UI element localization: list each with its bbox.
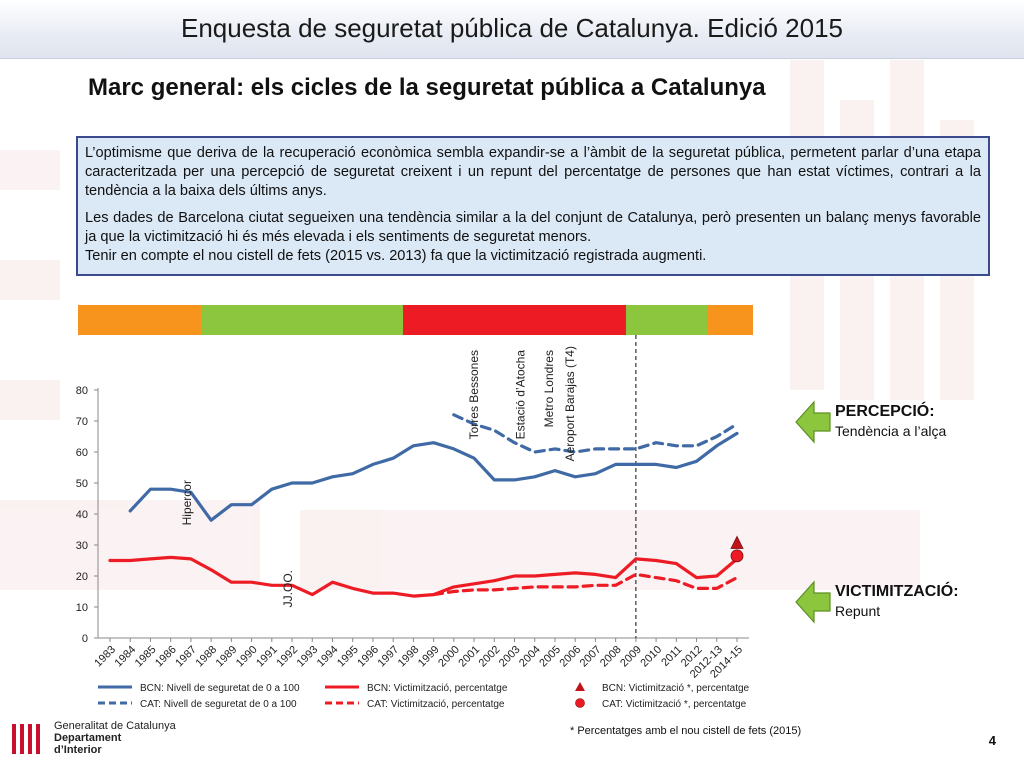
x-tick-label: 2010	[638, 644, 664, 670]
x-tick-label: 2004	[517, 644, 543, 670]
legend-label: BCN: Victimització *, percentatge	[602, 683, 750, 694]
slide-subtitle: Marc general: els cicles de la seguretat…	[88, 74, 766, 101]
callout-arrow-icon	[795, 400, 831, 444]
x-tick-label: 1985	[133, 644, 159, 670]
x-tick-label: 2007	[578, 644, 604, 670]
callout-subtitle: Tendència a l’alça	[835, 423, 947, 439]
x-tick-label: 1997	[375, 644, 401, 670]
x-tick-label: 1989	[214, 644, 240, 670]
phase-segment	[78, 305, 202, 335]
page-number: 4	[988, 733, 996, 748]
summary-paragraph-2: Les dades de Barcelona ciutat segueixen …	[85, 210, 981, 245]
x-tick-label: 1998	[396, 644, 422, 670]
x-tick-label: 1986	[153, 644, 179, 670]
y-tick-label: 0	[82, 633, 88, 645]
x-tick-label: 1984	[113, 644, 139, 670]
legend-label: CAT: Nivell de seguretat de 0 a 100	[140, 699, 297, 710]
x-tick-label: 1992	[274, 644, 300, 670]
x-tick-label: 2001	[456, 644, 482, 670]
event-annotation: Estació d’Atocha	[514, 350, 528, 440]
x-tick-label: 1991	[254, 644, 280, 670]
slide-title: Enquesta de seguretat pública de Catalun…	[180, 13, 844, 43]
phase-segment	[706, 305, 753, 335]
logo-line-2: Departament	[54, 732, 122, 744]
x-tick-label: 2011	[659, 644, 684, 669]
phase-segment	[403, 305, 626, 335]
event-annotation: Aeroport Barajas (T4)	[563, 346, 577, 461]
series-line-1	[128, 431, 739, 522]
x-tick-label: 2009	[618, 644, 644, 670]
y-tick-label: 60	[76, 447, 88, 459]
callout-title: PERCEPCIÓ:	[835, 401, 935, 420]
summary-paragraph-1: L’optimisme que deriva de la recuperació…	[85, 145, 981, 199]
x-tick-label: 1999	[416, 644, 442, 670]
x-tick-label: 2002	[477, 644, 503, 670]
legend-swatch-circle	[575, 698, 585, 708]
security-chart: 0102030405060708019831984198519861987198…	[76, 335, 959, 710]
legend-label: CAT: Victimització *, percentatge	[602, 699, 747, 710]
phase-segment	[625, 305, 707, 335]
y-tick-label: 70	[76, 416, 88, 428]
senyera-icon	[10, 722, 50, 756]
series-line-3	[108, 555, 739, 598]
x-tick-label: 2000	[436, 644, 462, 670]
y-tick-label: 40	[76, 509, 88, 521]
y-tick-label: 50	[76, 478, 88, 490]
legend-label: BCN: Victimització, percentatge	[367, 683, 508, 694]
event-annotation: Metro Londres	[542, 350, 556, 427]
phase-segment	[201, 305, 404, 335]
x-tick-label: 1993	[295, 644, 321, 670]
event-annotation: Hipercor	[180, 480, 194, 525]
x-tick-label: 2005	[537, 644, 563, 670]
event-annotation: Torres Bessones	[467, 350, 481, 439]
x-tick-label: 2006	[558, 644, 584, 670]
callout-subtitle: Repunt	[835, 603, 880, 619]
x-tick-label: 1990	[234, 644, 260, 670]
special-point-triangle	[730, 535, 744, 549]
callout-arrow-icon	[795, 580, 831, 624]
x-tick-label: 1996	[355, 644, 381, 670]
x-tick-label: 2008	[598, 644, 624, 670]
legend-label: CAT: Victimització, percentatge	[367, 699, 505, 710]
x-tick-label: 1994	[315, 644, 341, 670]
logo-line-1: Generalitat de Catalunya	[54, 720, 176, 732]
y-tick-label: 80	[76, 385, 88, 397]
footnote: * Percentatges amb el nou cistell de fet…	[570, 725, 802, 737]
x-tick-label: 1983	[92, 644, 118, 670]
x-tick-label: 1995	[335, 644, 361, 670]
slide-header: Enquesta de seguretat pública de Catalun…	[0, 0, 1024, 59]
event-annotation: JJ.OO.	[281, 570, 295, 607]
x-tick-label: 2003	[497, 644, 523, 670]
legend-label: BCN: Nivell de seguretat de 0 a 100	[140, 683, 300, 694]
callout-title: VICTIMITZACIÓ:	[835, 581, 959, 600]
legend-swatch-triangle	[575, 682, 585, 691]
x-tick-label: 1987	[173, 644, 199, 670]
y-tick-label: 20	[76, 571, 88, 583]
y-tick-label: 10	[76, 602, 88, 614]
summary-textbox: L’optimisme que deriva de la recuperació…	[76, 136, 990, 276]
y-tick-label: 30	[76, 540, 88, 552]
series-line-4	[432, 572, 739, 597]
x-tick-label: 1988	[193, 644, 219, 670]
phase-bar	[78, 305, 753, 335]
logo-line-3: d’Interior	[54, 744, 102, 756]
series-line-2	[452, 413, 739, 454]
summary-paragraph-3: Tenir en compte el nou cistell de fets (…	[85, 248, 707, 264]
generalitat-logo: Generalitat de Catalunya Departament d’I…	[6, 718, 186, 764]
special-point-circle	[730, 549, 744, 563]
